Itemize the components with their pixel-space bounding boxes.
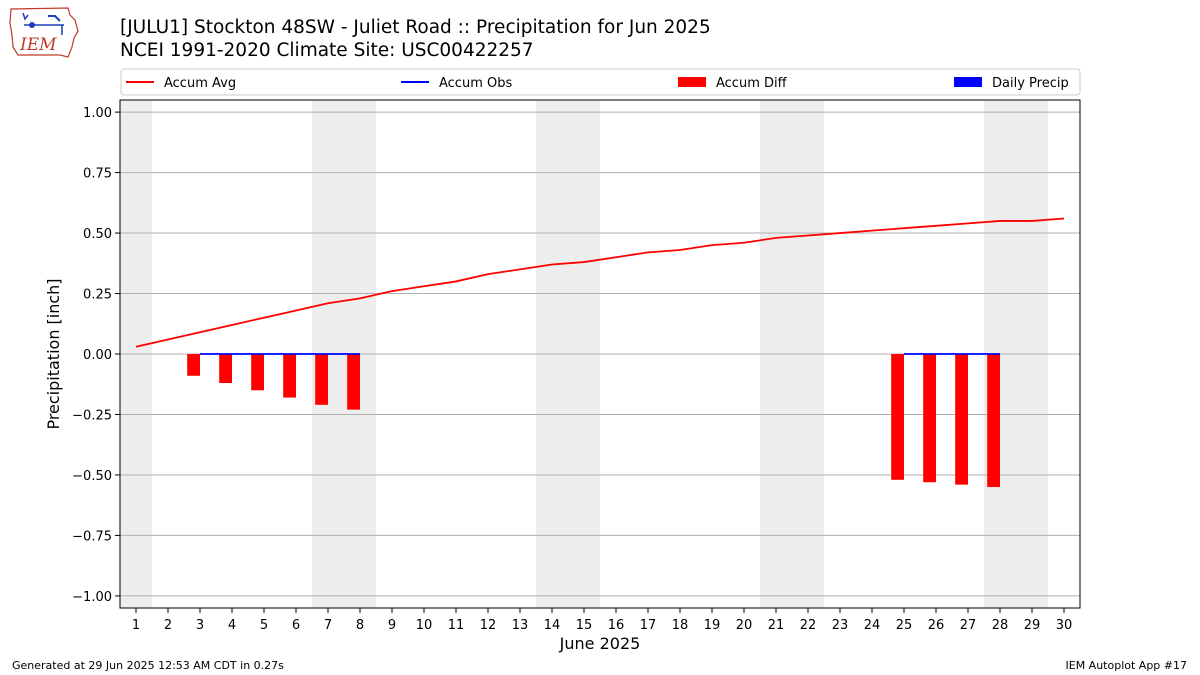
accum-diff-bar-day-28 xyxy=(987,354,1000,488)
accum-diff-bar-day-25 xyxy=(891,354,904,480)
accum-diff-bar-day-27 xyxy=(955,354,968,485)
y-axis-label: Precipitation [inch] xyxy=(44,278,63,429)
x-tick-label-23: 23 xyxy=(832,618,849,633)
x-tick-label-12: 12 xyxy=(480,618,497,633)
legend-swatch-3 xyxy=(954,77,982,87)
y-tick-label-1: −0.75 xyxy=(72,529,112,544)
chart-title: [JULU1] Stockton 48SW - Juliet Road :: P… xyxy=(120,17,711,38)
series-lines xyxy=(135,217,1065,355)
legend-label-2: Accum Diff xyxy=(716,76,788,91)
x-tick-label-4: 4 xyxy=(228,618,236,633)
x-tick-label-10: 10 xyxy=(416,618,433,633)
x-axis-label: June 2025 xyxy=(559,634,641,653)
x-tick-label-8: 8 xyxy=(356,618,364,633)
x-tick-label-29: 29 xyxy=(1024,618,1041,633)
logo-text: IEM xyxy=(19,35,57,55)
y-tick-label-2: −0.50 xyxy=(72,469,112,484)
x-axis-ticks: 1 2 3 4 5 6 7 8 9 10 11 12 13 14 15 16 17 18 19 20 21 22 23 24 2… xyxy=(132,608,1072,633)
y-axis-ticks: −1.00 −0.75 −0.50 −0.25 0.00 0.25 0.50 0.75 1.00 xyxy=(72,106,120,605)
x-tick-label-1: 1 xyxy=(132,618,140,633)
accum-diff-bar-day-6 xyxy=(283,354,296,398)
y-tick-label-0: −1.00 xyxy=(72,590,112,605)
x-tick-label-24: 24 xyxy=(864,618,881,633)
x-tick-label-11: 11 xyxy=(448,618,465,633)
y-tick-label-3: −0.25 xyxy=(72,408,112,423)
accum-diff-bar-day-7 xyxy=(315,354,328,405)
x-tick-label-27: 27 xyxy=(960,618,977,633)
accum-diff-bar-day-26 xyxy=(923,354,936,483)
generated-timestamp: Generated at 29 Jun 2025 12:53 AM CDT in… xyxy=(12,659,284,672)
x-tick-label-2: 2 xyxy=(164,618,172,633)
y-tick-label-6: 0.50 xyxy=(83,227,112,242)
x-tick-label-30: 30 xyxy=(1056,618,1073,633)
x-tick-label-9: 9 xyxy=(388,618,396,633)
accum-diff-bar-day-4 xyxy=(219,354,232,384)
x-tick-label-15: 15 xyxy=(576,618,593,633)
legend: Accum Avg Accum Obs Accum Diff Daily Precip xyxy=(120,68,1081,96)
accum-diff-bars xyxy=(187,354,1000,488)
x-tick-label-17: 17 xyxy=(640,618,657,633)
x-tick-label-18: 18 xyxy=(672,618,689,633)
x-tick-label-20: 20 xyxy=(736,618,753,633)
iem-logo: IEM xyxy=(9,7,79,58)
legend-label-3: Daily Precip xyxy=(992,76,1069,91)
legend-swatch-2 xyxy=(678,77,706,87)
legend-box xyxy=(120,68,1081,96)
x-tick-label-19: 19 xyxy=(704,618,721,633)
x-tick-label-5: 5 xyxy=(260,618,268,633)
y-tick-label-7: 0.75 xyxy=(83,167,112,182)
x-tick-label-3: 3 xyxy=(196,618,204,633)
legend-label-1: Accum Obs xyxy=(439,76,512,91)
y-tick-label-4: 0.00 xyxy=(83,348,112,363)
app-credit: IEM Autoplot App #17 xyxy=(1065,659,1188,672)
accum-diff-bar-day-3 xyxy=(187,354,200,376)
x-tick-label-25: 25 xyxy=(896,618,913,633)
x-tick-label-21: 21 xyxy=(768,618,785,633)
x-tick-label-6: 6 xyxy=(292,618,300,633)
x-tick-label-7: 7 xyxy=(324,618,332,633)
x-tick-label-16: 16 xyxy=(608,618,625,633)
x-tick-label-13: 13 xyxy=(512,618,529,633)
chart-subtitle: NCEI 1991-2020 Climate Site: USC00422257 xyxy=(120,40,534,61)
y-tick-label-5: 0.25 xyxy=(83,288,112,303)
y-tick-label-8: 1.00 xyxy=(83,106,112,121)
accum-diff-bar-day-5 xyxy=(251,354,264,391)
x-tick-label-26: 26 xyxy=(928,618,945,633)
x-tick-label-14: 14 xyxy=(544,618,561,633)
accum-avg-line xyxy=(135,217,1065,348)
x-tick-label-28: 28 xyxy=(992,618,1009,633)
x-tick-label-22: 22 xyxy=(800,618,817,633)
accum-diff-bar-day-8 xyxy=(347,354,360,410)
legend-label-0: Accum Avg xyxy=(164,76,236,91)
